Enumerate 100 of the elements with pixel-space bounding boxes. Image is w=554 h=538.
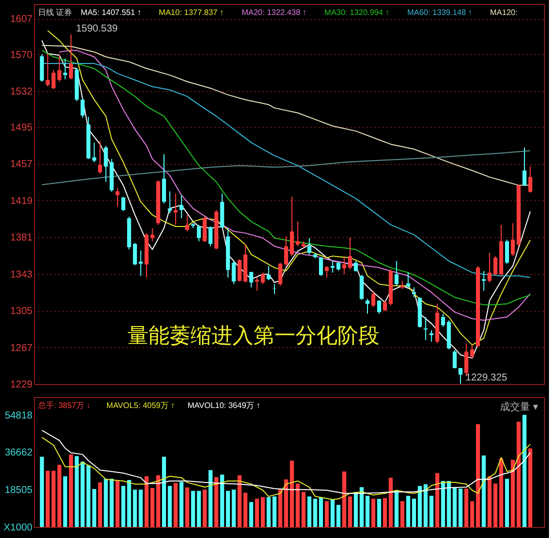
y-tick-label: 1419	[10, 196, 33, 207]
text: MAVOL5: 4059万 ↑	[106, 401, 175, 410]
bar	[162, 456, 166, 527]
candlestick	[394, 260, 399, 286]
text: MA120:	[490, 8, 518, 17]
candlestick	[80, 98, 85, 118]
bar	[168, 486, 172, 527]
candlestick	[324, 266, 329, 278]
annotation: 1590.539	[76, 23, 118, 34]
text: 总手: 3857万 ↓	[37, 401, 90, 410]
bar	[348, 496, 352, 527]
y-tick-label: 1381	[10, 232, 33, 244]
candlestick	[202, 216, 207, 242]
y-tick-label: 1343	[10, 269, 33, 280]
y-tick-label: 1267	[10, 342, 33, 354]
candlestick	[354, 260, 358, 272]
candlestick	[365, 298, 370, 314]
bar	[185, 487, 190, 527]
bar	[40, 456, 44, 527]
bar	[144, 476, 149, 527]
bar	[232, 490, 236, 527]
bar	[302, 492, 306, 527]
candlestick	[377, 300, 382, 314]
candlestick	[412, 286, 416, 298]
annotation: 成交量 ▾	[500, 401, 538, 413]
bar	[238, 475, 242, 527]
bar	[528, 448, 532, 527]
y-tick-label: 54818	[4, 410, 33, 422]
candlestick	[360, 274, 364, 300]
bar	[318, 497, 323, 527]
bar	[68, 454, 73, 527]
bar	[52, 470, 56, 527]
bar	[191, 490, 196, 527]
candlestick	[488, 252, 492, 283]
bar	[336, 504, 340, 527]
annotation: 1229.325	[466, 372, 508, 384]
y-tick-label: 1532	[10, 86, 33, 98]
candlestick	[318, 256, 323, 276]
bar	[208, 470, 213, 527]
bar	[226, 490, 230, 527]
bar	[266, 497, 271, 527]
candlestick	[255, 277, 260, 292]
y-tick-label: 36662	[4, 448, 33, 459]
bar	[324, 501, 329, 527]
line-series	[41, 150, 531, 186]
bar	[342, 472, 346, 527]
text: MAVOL10: 3649万 ↑	[188, 401, 260, 410]
candlestick	[68, 34, 73, 80]
bar	[249, 502, 254, 527]
candlestick	[522, 146, 526, 186]
bar	[202, 490, 207, 527]
chart-title: 日线 证券	[38, 8, 72, 17]
bar	[255, 498, 260, 527]
candlestick	[98, 140, 102, 174]
bar	[412, 498, 416, 527]
y-tick-label: 1229	[10, 380, 33, 390]
candlestick	[121, 196, 126, 212]
y-tick-label: X1000	[4, 522, 33, 534]
candlestick	[452, 349, 457, 369]
candlestick	[441, 313, 446, 328]
candlestick	[307, 237, 312, 255]
candlestick	[238, 258, 242, 282]
bar	[243, 492, 248, 527]
bar	[482, 455, 486, 527]
candlestick	[150, 228, 154, 242]
text: MA60: 1339.148 ↑	[407, 8, 472, 17]
text: MA20: 1322.438 ↑	[242, 8, 307, 17]
annotation: 量能萎缩进入第一分化阶段	[127, 324, 380, 348]
bar	[435, 473, 440, 527]
text: MA30: 1320.994 ↑	[324, 8, 390, 17]
bar	[179, 482, 184, 527]
bar	[522, 414, 526, 527]
bar	[46, 470, 50, 527]
candlestick	[348, 236, 352, 270]
candlestick	[168, 190, 172, 214]
candlestick	[162, 154, 166, 204]
candlestick	[406, 272, 410, 288]
text: MA10: 1377.837 ↑	[158, 8, 224, 17]
bar	[458, 488, 463, 527]
y-tick-label: 1570	[10, 50, 33, 61]
text: MA5: 1407.551 ↑	[80, 8, 142, 17]
y-tick-label: 1305	[10, 306, 33, 318]
candlestick	[185, 214, 190, 232]
candlestick	[266, 266, 271, 281]
candlestick	[458, 368, 463, 384]
candlestick	[63, 58, 68, 80]
bar	[429, 496, 434, 527]
bar	[377, 498, 382, 527]
bar	[115, 480, 120, 527]
candlestick	[482, 270, 486, 292]
candlestick	[424, 316, 428, 341]
bar	[400, 501, 404, 527]
candlestick	[46, 53, 50, 88]
candlestick	[179, 194, 184, 219]
candlestick	[232, 260, 236, 285]
candlestick	[330, 260, 335, 274]
candlestick	[57, 54, 62, 82]
candlestick	[196, 224, 201, 242]
line-series	[41, 436, 531, 500]
candlestick	[528, 166, 532, 194]
